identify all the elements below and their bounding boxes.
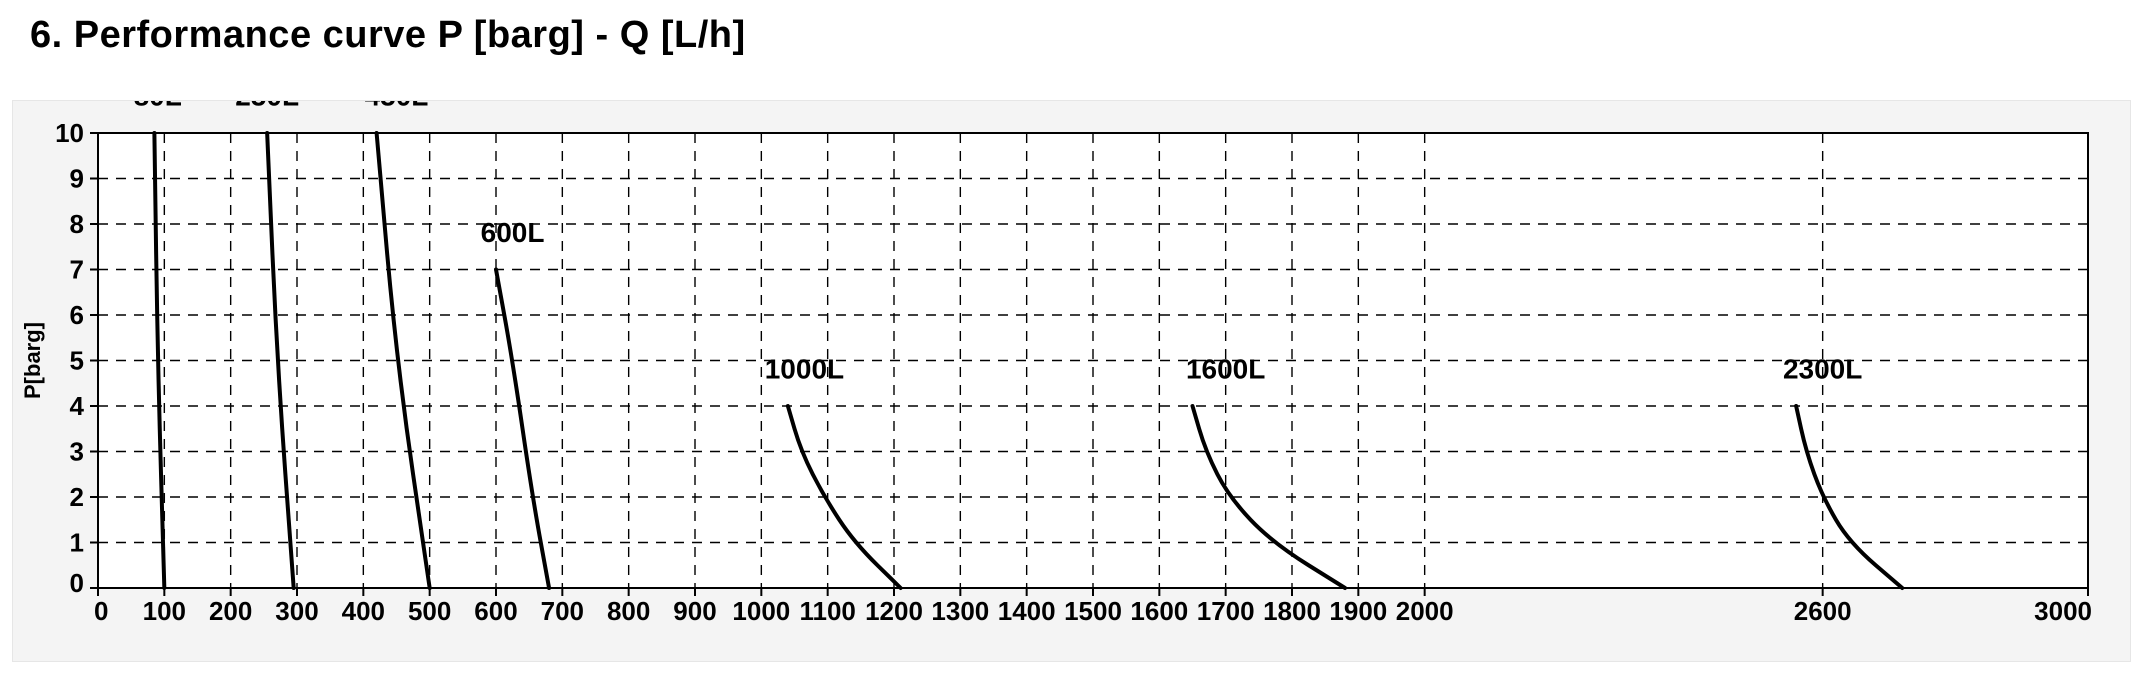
y-tick-label: 9: [70, 164, 84, 194]
y-tick-label: 4: [70, 391, 85, 421]
x-tick-label: 1600: [1130, 596, 1188, 626]
x-tick-label: 2000: [1396, 596, 1454, 626]
x-tick-label: 1300: [931, 596, 989, 626]
x-tick-label: 1100: [799, 596, 855, 626]
x-tick-label: 0: [94, 596, 108, 626]
x-tick-label: 1800: [1263, 596, 1321, 626]
chart-svg: 0100200300400500600700800900100011001200…: [13, 101, 2130, 661]
y-tick-label: 0: [70, 568, 84, 598]
y-tick-label: 2: [70, 482, 84, 512]
x-tick-label: 1400: [998, 596, 1056, 626]
performance-chart: 0100200300400500600700800900100011001200…: [12, 100, 2131, 662]
y-tick-label: 8: [70, 209, 84, 239]
x-tick-label: 1200: [865, 596, 923, 626]
series-label: 450L: [365, 101, 429, 112]
x-tick-label: 200: [209, 596, 252, 626]
y-tick-label: 7: [70, 255, 84, 285]
y-tick-label: 10: [55, 118, 84, 148]
x-tick-label: 600: [474, 596, 517, 626]
x-tick-label: 300: [275, 596, 318, 626]
x-tick-label: 1700: [1197, 596, 1255, 626]
x-tick-label: 500: [408, 596, 451, 626]
x-tick-label: 2600: [1794, 596, 1852, 626]
x-tick-label: 3000: [2034, 596, 2092, 626]
series-label: 1000L: [765, 354, 844, 385]
x-tick-label: 900: [673, 596, 716, 626]
page: 6. Performance curve P [barg] - Q [L/h] …: [0, 0, 2141, 678]
series-label: 2300L: [1783, 354, 1862, 385]
x-tick-label: 1900: [1329, 596, 1387, 626]
series-label: 80L: [134, 101, 182, 112]
series-label: 1600L: [1186, 354, 1265, 385]
y-tick-label: 1: [70, 528, 84, 558]
x-tick-label: 800: [607, 596, 650, 626]
x-tick-label: 700: [541, 596, 584, 626]
series-label: 600L: [481, 217, 545, 248]
series-label: 250L: [235, 101, 299, 112]
y-tick-label: 6: [70, 300, 84, 330]
y-tick-label: 3: [70, 437, 84, 467]
x-tick-label: 1000: [732, 596, 790, 626]
y-axis-title: P[barg]: [20, 322, 45, 399]
x-tick-label: 1500: [1064, 596, 1122, 626]
x-tick-label: 400: [342, 596, 385, 626]
y-tick-label: 5: [70, 346, 84, 376]
section-heading: 6. Performance curve P [barg] - Q [L/h]: [30, 14, 746, 57]
x-tick-label: 100: [143, 596, 186, 626]
